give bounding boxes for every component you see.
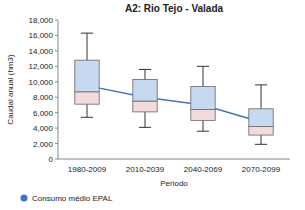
legend-text: Consumo médio EPAL: [32, 194, 113, 203]
y-label: Caudal anual (hm3): [6, 54, 15, 125]
cap-lower: [81, 117, 93, 118]
y-tick-label: 2,000: [33, 140, 54, 149]
box-lower: [249, 127, 273, 135]
x-tick-label: 2040-2069: [184, 165, 223, 174]
cap-lower: [139, 127, 151, 128]
cap-lower: [255, 144, 267, 145]
y-tick-label: 16,000: [29, 31, 54, 40]
whisker-upper: [261, 85, 262, 109]
whisker-lower: [145, 112, 146, 127]
box-lower: [191, 110, 215, 121]
y-tick-label: 18,000: [29, 16, 54, 25]
cap-upper: [139, 69, 151, 70]
whisker-lower: [87, 104, 88, 117]
box-upper: [191, 86, 215, 109]
cap-lower: [197, 131, 209, 132]
y-tick-label: 0: [49, 155, 54, 164]
x-tick-label: 2010-2039: [126, 165, 165, 174]
x-tick-label: 1980-2009: [68, 165, 107, 174]
y-tick-label: 14,000: [29, 47, 54, 56]
plot-area: [83, 82, 265, 126]
whisker-lower: [203, 120, 204, 131]
cap-upper: [197, 66, 209, 67]
mean-line: [87, 86, 261, 122]
cap-upper: [81, 33, 93, 34]
box-upper: [75, 60, 99, 92]
box-lower: [75, 92, 99, 104]
y-tick-label: 4,000: [33, 124, 54, 133]
title: A2: Rio Tejo - Valada: [125, 3, 224, 14]
x-tick-label: 2070-2099: [242, 165, 281, 174]
whisker-lower: [261, 135, 262, 144]
whisker-upper: [87, 33, 88, 60]
x-axis: [58, 159, 290, 160]
cap-upper: [255, 84, 267, 85]
box-upper: [133, 79, 157, 101]
y-axis: [58, 20, 59, 159]
whisker-upper: [203, 66, 204, 86]
box-upper: [249, 109, 273, 127]
box-lower: [133, 101, 157, 112]
y-tick-label: 8,000: [33, 93, 54, 102]
y-tick-label: 12,000: [29, 62, 54, 71]
y-tick-label: 10,000: [29, 78, 54, 87]
y-tick-label: 6,000: [33, 109, 54, 118]
whisker-upper: [145, 69, 146, 79]
legend-marker: [21, 195, 28, 202]
chart: A2: Rio Tejo - Valada Caudal anual (hm3) P…: [0, 0, 305, 210]
x-label: Periodo: [160, 179, 188, 188]
